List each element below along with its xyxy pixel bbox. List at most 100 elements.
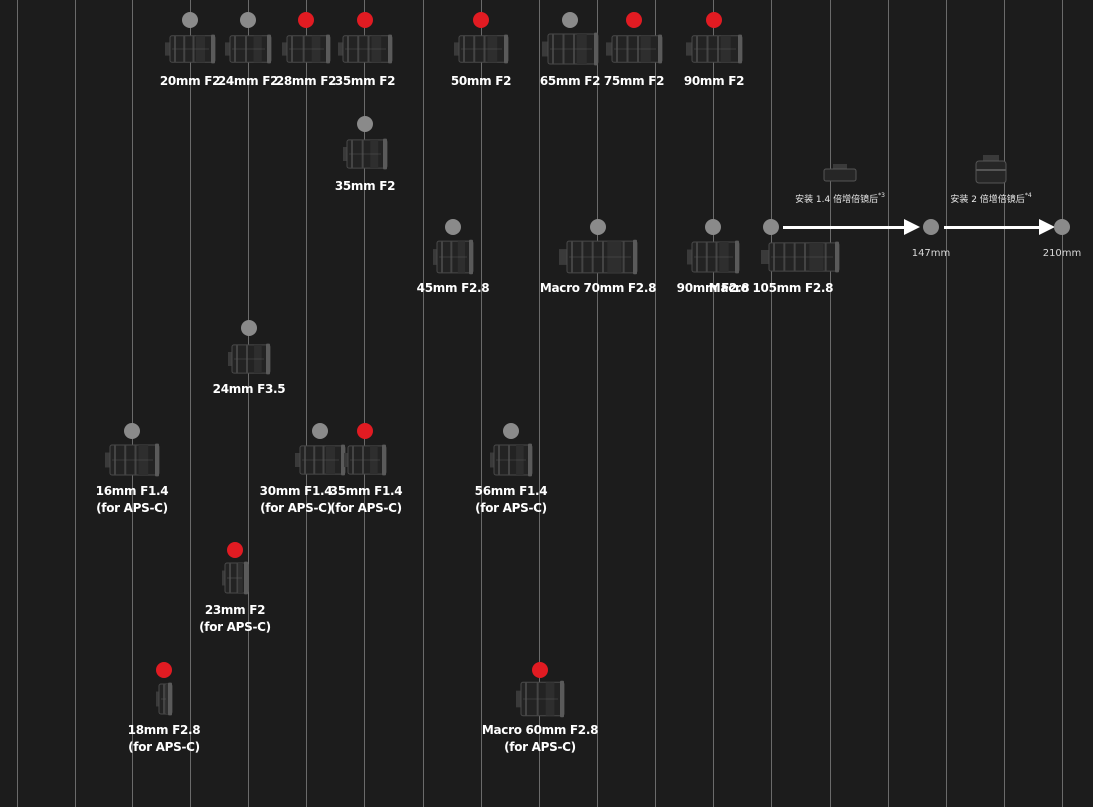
lens-icon xyxy=(454,34,509,64)
lens-format-note: (for APS-C) xyxy=(96,501,168,515)
lens-name: Macro 70mm F2.8 xyxy=(539,281,657,295)
grid-line xyxy=(190,0,191,807)
grid-line xyxy=(248,0,249,807)
grid-line xyxy=(364,0,365,807)
lens-name: 65mm F2 xyxy=(539,74,601,88)
effective-focal-length: 147mm xyxy=(911,248,951,259)
lens-icon xyxy=(295,444,346,476)
grid-line xyxy=(17,0,18,807)
lens-label: 16mm F1.4 (for APS-C) xyxy=(96,483,169,517)
lens-label: 75mm F2 xyxy=(603,73,665,90)
gray-marker-dot xyxy=(590,219,606,235)
grid-line xyxy=(597,0,598,807)
lens-label: Macro 70mm F2.8 xyxy=(539,280,657,297)
lens-label: 30mm F1.4 (for APS-C) xyxy=(260,483,333,517)
gray-marker-dot xyxy=(1054,219,1070,235)
footnote-mark: *3 xyxy=(878,192,885,199)
lens-icon xyxy=(282,34,331,64)
grid-line xyxy=(713,0,714,807)
lens-format-note: (for APS-C) xyxy=(475,501,547,515)
lens-name: 90mm F2 xyxy=(683,74,745,88)
gray-marker-dot xyxy=(562,12,578,28)
grid-line xyxy=(1004,0,1005,807)
grid-line xyxy=(132,0,133,807)
lens-format-note: (for APS-C) xyxy=(330,501,402,515)
gray-marker-dot xyxy=(503,423,519,439)
teleconverter-note: 安装 2 倍增倍镜后*4 xyxy=(950,192,1031,205)
lens-name: 18mm F2.8 xyxy=(127,723,201,737)
teleconverter-note-text: 安装 1.4 倍增倍镜后 xyxy=(795,195,879,205)
lens-icon xyxy=(516,680,565,718)
lens-name: 35mm F2 xyxy=(334,74,396,88)
teleconverter-icon xyxy=(823,164,857,182)
lens-label: Macro 60mm F2.8 (for APS-C) xyxy=(481,722,599,756)
lens-name: 50mm F2 xyxy=(450,74,512,88)
gray-marker-dot xyxy=(357,116,373,132)
grid-line xyxy=(655,0,656,807)
lens-format-note: (for APS-C) xyxy=(128,740,200,754)
lens-format-note: (for APS-C) xyxy=(504,740,576,754)
gray-marker-dot xyxy=(763,219,779,235)
lens-label: 90mm F2.8 xyxy=(677,280,750,297)
lens-label: 18mm F2.8 (for APS-C) xyxy=(128,722,201,756)
teleconverter-note: 安装 1.4 倍增倍镜后*3 xyxy=(795,192,885,205)
gray-marker-dot xyxy=(312,423,328,439)
teleconverter-icon xyxy=(975,155,1007,184)
grid-line xyxy=(539,0,540,807)
red-marker-dot xyxy=(357,423,373,439)
lens-format-note: (for APS-C) xyxy=(260,501,332,515)
lens-name: 35mm F2 xyxy=(334,179,396,193)
lens-icon xyxy=(687,240,740,274)
gray-marker-dot xyxy=(705,219,721,235)
lens-label: 35mm F1.4 (for APS-C) xyxy=(330,483,403,517)
lens-icon xyxy=(222,561,249,595)
lens-icon xyxy=(105,443,160,477)
arrow-head-icon xyxy=(904,219,920,235)
gray-marker-dot xyxy=(124,423,140,439)
lens-icon xyxy=(433,239,474,275)
grid-line xyxy=(946,0,947,807)
lens-name: Macro 60mm F2.8 xyxy=(481,723,599,737)
effective-focal-length: 210mm xyxy=(1042,248,1082,259)
lens-name: 24mm F2 xyxy=(217,74,279,88)
grid-line xyxy=(75,0,76,807)
lens-label: 20mm F2 xyxy=(160,73,221,90)
lens-icon xyxy=(559,239,638,275)
lens-icon xyxy=(228,343,271,375)
lens-format-note: (for APS-C) xyxy=(199,620,271,634)
arrow-line xyxy=(783,226,904,229)
lens-icon xyxy=(490,443,533,477)
red-marker-dot xyxy=(706,12,722,28)
grid-line xyxy=(481,0,482,807)
lens-name: 35mm F1.4 xyxy=(329,484,403,498)
lens-label: 65mm F2 xyxy=(539,73,601,90)
lens-icon xyxy=(344,444,387,476)
arrow-head-icon xyxy=(1039,219,1055,235)
lens-name: 24mm F3.5 xyxy=(212,382,286,396)
red-marker-dot xyxy=(473,12,489,28)
gray-marker-dot xyxy=(182,12,198,28)
lens-label: 56mm F1.4 (for APS-C) xyxy=(475,483,548,517)
red-marker-dot xyxy=(156,662,172,678)
lens-icon xyxy=(225,34,272,64)
lens-name: 56mm F1.4 xyxy=(474,484,548,498)
lens-icon xyxy=(156,682,173,716)
lens-label: 90mm F2 xyxy=(683,73,745,90)
lens-label: Macro 105mm F2.8 xyxy=(708,280,834,297)
teleconverter-note-text: 安装 2 倍增倍镜后 xyxy=(950,195,1025,205)
lens-name: 75mm F2 xyxy=(603,74,665,88)
grid-line xyxy=(306,0,307,807)
lens-name: Macro 105mm F2.8 xyxy=(708,281,834,295)
grid-line xyxy=(830,0,831,807)
lens-icon xyxy=(606,34,663,64)
gray-marker-dot xyxy=(241,320,257,336)
lens-name: 90mm F2.8 xyxy=(676,281,750,295)
red-marker-dot xyxy=(626,12,642,28)
lens-label: 50mm F2 xyxy=(450,73,512,90)
arrow-line xyxy=(944,226,1039,229)
lens-name: 16mm F1.4 xyxy=(95,484,169,498)
lens-icon xyxy=(338,34,393,64)
lens-name: 23mm F2 xyxy=(204,603,266,617)
lens-label: 35mm F2 xyxy=(334,178,396,195)
grid-line xyxy=(771,0,772,807)
